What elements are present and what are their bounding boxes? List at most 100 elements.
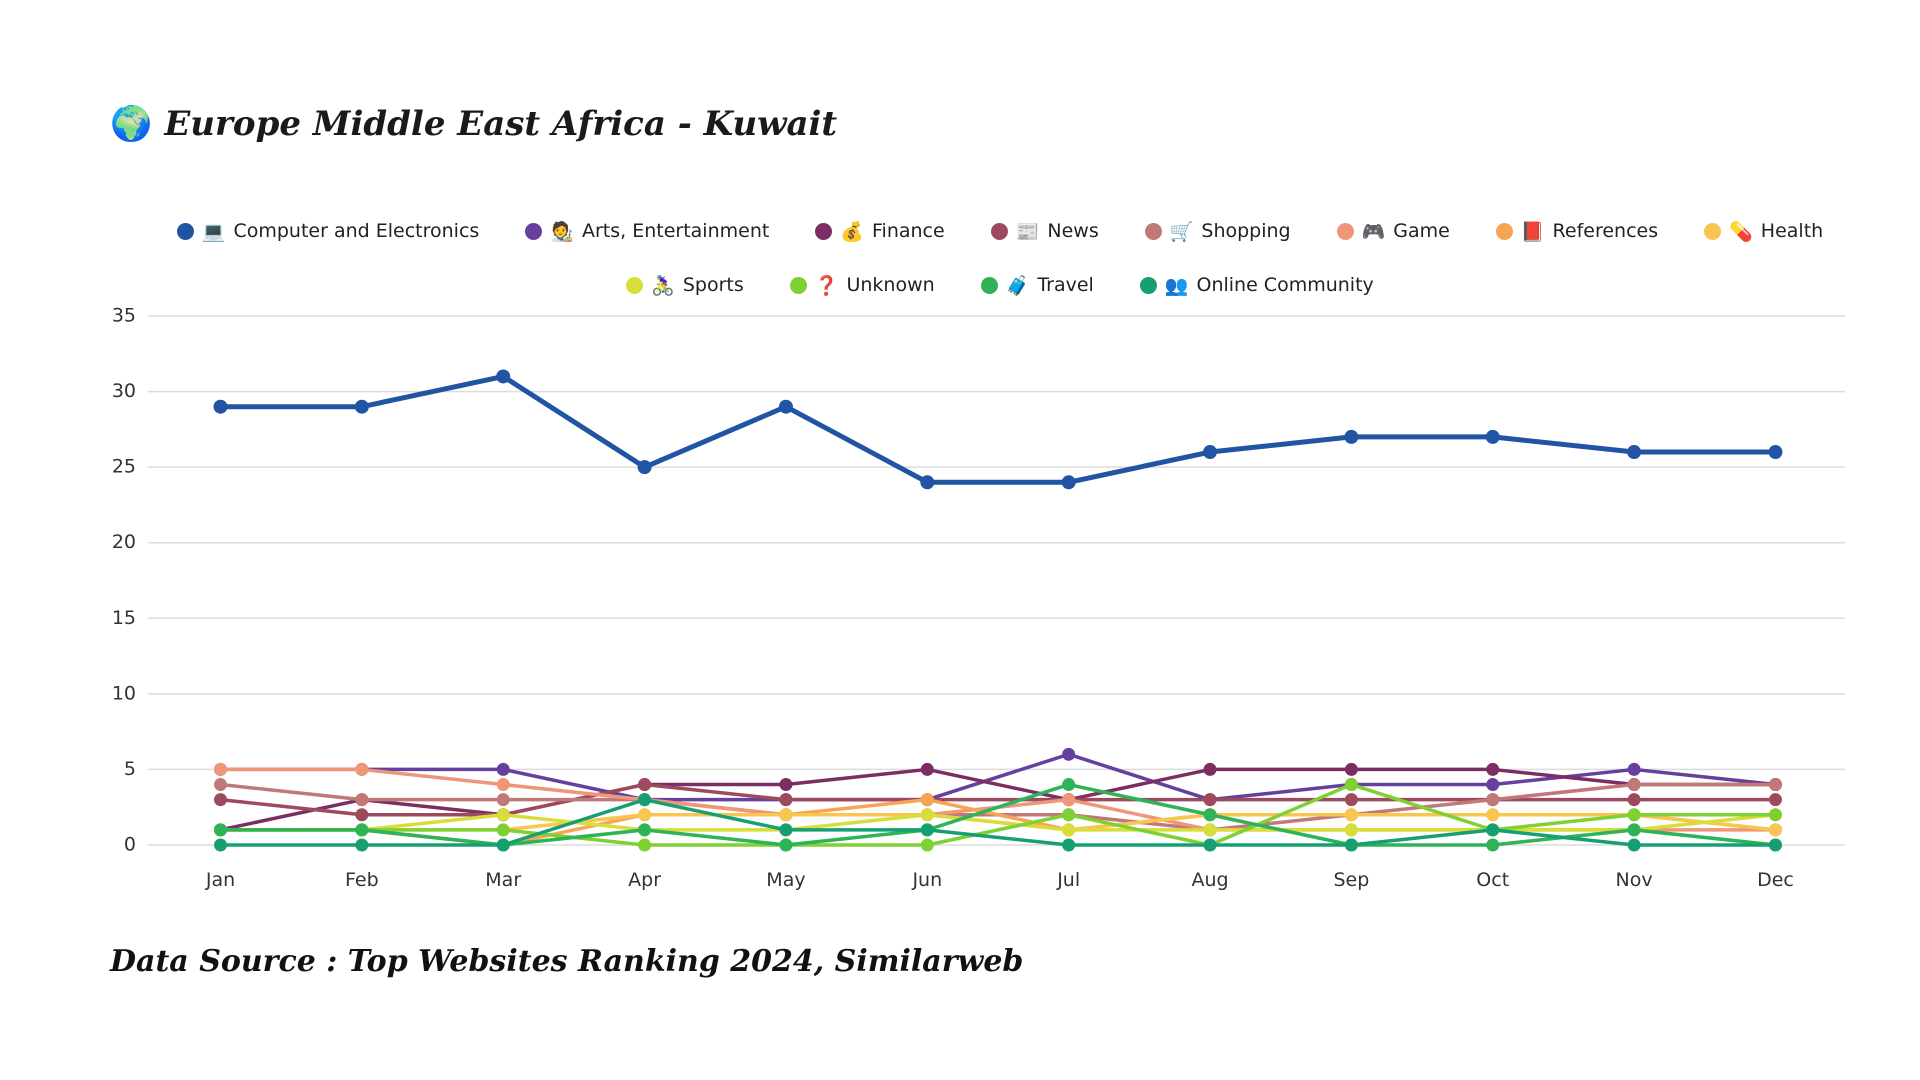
series-line-finance [218,767,1778,832]
point-travel-jul [1062,778,1076,792]
point-online-community-may [779,823,793,837]
point-shopping-jan [214,778,227,792]
series-line-computer-and-electronics [218,373,1778,485]
point-shopping-mar [496,793,510,807]
legend-label: References [1552,220,1659,242]
x-tick-label-jun: Jun [911,869,942,891]
legend-item-online-community[interactable]: 👥 Online Community [1139,274,1374,297]
legend-row-1: 💻 Computer and Electronics 🧑‍🎨 Arts, Entert… [150,210,1850,252]
legend-label: Unknown [846,274,935,296]
series-line-sports [218,813,1778,832]
point-news-nov [1627,793,1641,807]
point-computer-and-electronics-feb [354,399,369,414]
point-news-apr [638,778,652,792]
point-finance-aug [1203,762,1217,776]
game-icon: 🎮 [1361,220,1386,243]
point-references-jun [920,793,934,807]
point-unknown-jul [1062,808,1076,822]
globe-icon: 🌍 [110,104,153,144]
legend-item-references[interactable]: 📕 References [1495,220,1659,243]
travel-swatch [980,276,998,294]
x-tick-label-jul: Jul [1056,869,1080,891]
legend-item-health[interactable]: 💊 Health [1704,220,1823,243]
x-tick-label-dec: Dec [1757,869,1794,891]
legend-item-game[interactable]: 🎮 Game [1336,220,1450,243]
y-tick-label-30: 30 [112,380,136,402]
legend-item-news[interactable]: 📰 News [990,220,1099,243]
point-news-sep [1344,793,1358,807]
travel-icon: 🧳 [1005,274,1030,297]
point-computer-and-electronics-oct [1485,429,1500,444]
point-shopping-nov [1627,778,1641,792]
unknown-swatch [789,276,807,294]
legend-item-unknown[interactable]: ❓ Unknown [789,274,935,297]
series-line-online-community [218,797,1778,847]
unknown-icon: ❓ [814,274,839,297]
y-tick-label-20: 20 [112,531,136,553]
chart-title: 🌍 Europe Middle East Africa - Kuwait [110,104,837,144]
point-unknown-sep [1344,778,1358,792]
series-line-news [218,782,1778,817]
legend-item-finance[interactable]: 💰 Finance [815,220,945,243]
shopping-icon: 🛒 [1169,220,1194,243]
health-icon: 💊 [1729,220,1753,243]
point-news-aug [1203,793,1217,807]
point-online-community-dec [1768,838,1782,852]
y-tick-label-15: 15 [112,607,136,629]
point-game-feb [355,762,369,776]
legend-label: Shopping [1201,220,1291,242]
point-news-feb [355,808,369,822]
legend-item-arts-entertainment[interactable]: 🧑‍🎨 Arts, Entertainment [525,220,769,243]
sports-swatch [626,276,644,294]
chart-title-text: Europe Middle East Africa - Kuwait [164,104,838,144]
point-health-oct [1486,808,1500,822]
game-swatch [1336,222,1354,240]
y-tick-label-35: 35 [112,305,136,327]
point-sports-sep [1344,823,1358,837]
point-health-dec [1768,823,1782,837]
series-line-unknown [218,782,1778,847]
point-computer-and-electronics-may [778,399,793,414]
point-online-community-mar [496,838,510,852]
point-sports-mar [496,808,510,822]
y-tick-label-5: 5 [124,758,136,780]
point-finance-oct [1486,762,1500,776]
legend-item-shopping[interactable]: 🛒 Shopping [1144,220,1291,243]
point-travel-nov [1627,823,1641,837]
series-line-travel [218,782,1778,847]
legend-label: Computer and Electronics [233,220,480,242]
finance-swatch [815,222,833,240]
x-tick-label-mar: Mar [485,869,521,891]
point-computer-and-electronics-jul [1061,475,1076,490]
point-computer-and-electronics-sep [1344,429,1359,444]
point-online-community-jun [920,823,934,837]
point-health-sep [1344,808,1358,822]
x-tick-label-nov: Nov [1616,869,1653,891]
legend-item-computer-and-electronics[interactable]: 💻 Computer and Electronics [176,220,480,243]
health-swatch [1704,222,1722,240]
point-computer-and-electronics-nov [1627,445,1642,460]
point-computer-and-electronics-dec [1768,445,1783,460]
point-arts-entertainment-mar [496,762,510,776]
legend-label: Sports [682,274,744,296]
news-icon: 📰 [1015,220,1040,243]
legend-item-travel[interactable]: 🧳 Travel [980,274,1094,297]
point-unknown-jun [920,838,934,852]
point-arts-entertainment-jul [1062,747,1076,761]
point-online-community-jan [214,838,227,852]
references-icon: 📕 [1520,220,1545,243]
arts-entertainment-icon: 🧑‍🎨 [550,220,574,243]
point-computer-and-electronics-apr [637,460,652,475]
point-computer-and-electronics-jun [920,475,935,490]
legend-label: Game [1393,220,1450,242]
point-unknown-mar [496,823,510,837]
series-line-arts-entertainment [218,752,1778,802]
legend-label: Health [1760,220,1824,242]
point-sports-aug [1203,823,1217,837]
legend-item-sports[interactable]: 🚴‍♀️ Sports [626,274,744,297]
point-unknown-dec [1768,808,1782,822]
point-shopping-dec [1768,778,1782,792]
point-shopping-feb [355,793,369,807]
legend-label: News [1047,220,1099,242]
